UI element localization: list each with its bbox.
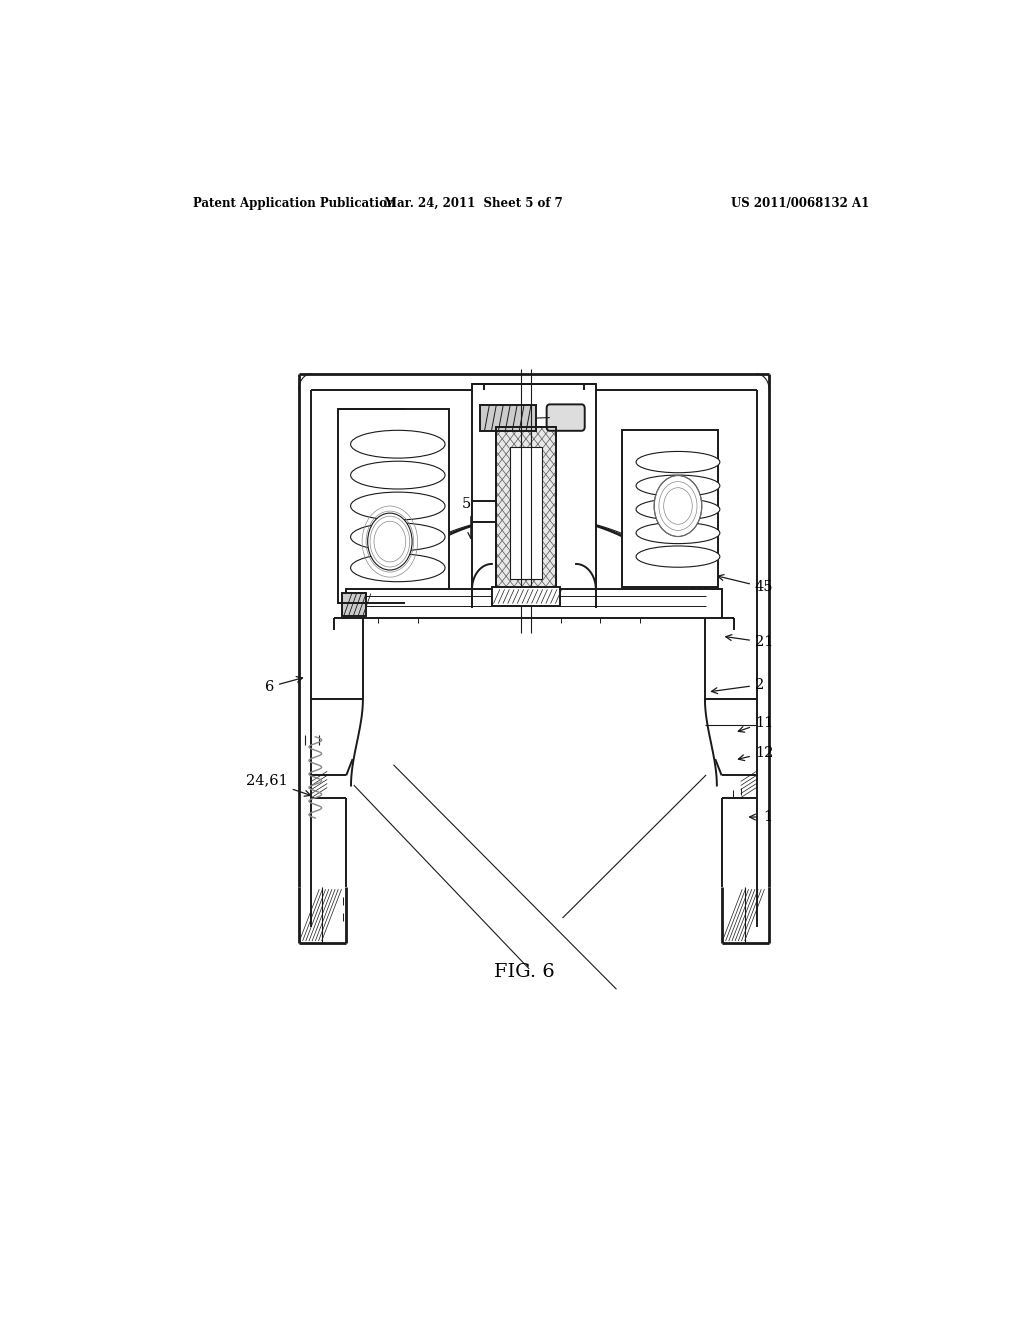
Text: 4: 4 <box>372 507 383 561</box>
Text: 6: 6 <box>264 677 302 694</box>
Ellipse shape <box>636 546 720 568</box>
Ellipse shape <box>350 523 445 550</box>
Text: 24,61: 24,61 <box>246 774 310 796</box>
Bar <box>496 426 556 599</box>
Text: 11: 11 <box>738 715 773 733</box>
Ellipse shape <box>350 554 445 582</box>
Ellipse shape <box>636 499 720 520</box>
Text: 212 , 51: 212 , 51 <box>494 416 553 503</box>
Bar <box>338 409 450 602</box>
Circle shape <box>654 475 701 536</box>
Bar <box>472 384 596 607</box>
Text: 45: 45 <box>718 574 773 594</box>
Bar <box>496 426 556 599</box>
Text: 5: 5 <box>559 417 593 511</box>
Text: 2: 2 <box>712 678 764 693</box>
Bar <box>623 430 718 587</box>
Circle shape <box>368 513 412 570</box>
Ellipse shape <box>350 492 445 520</box>
Text: 21: 21 <box>726 635 773 649</box>
Bar <box>510 447 542 579</box>
Ellipse shape <box>350 461 445 488</box>
Ellipse shape <box>350 430 445 458</box>
Text: 12: 12 <box>738 746 773 760</box>
Ellipse shape <box>636 451 720 473</box>
Ellipse shape <box>636 523 720 544</box>
Text: FIG. 6: FIG. 6 <box>495 962 555 981</box>
Bar <box>472 502 496 521</box>
Bar <box>492 587 560 606</box>
Ellipse shape <box>636 475 720 496</box>
Bar <box>342 594 367 615</box>
Text: Mar. 24, 2011  Sheet 5 of 7: Mar. 24, 2011 Sheet 5 of 7 <box>384 197 562 210</box>
FancyBboxPatch shape <box>547 404 585 430</box>
Bar <box>496 426 556 599</box>
Text: Patent Application Publication: Patent Application Publication <box>194 197 395 210</box>
Bar <box>346 589 722 618</box>
Text: 53: 53 <box>462 496 480 539</box>
Text: US 2011/0068132 A1: US 2011/0068132 A1 <box>731 197 869 210</box>
Text: 1: 1 <box>750 810 772 824</box>
Bar <box>480 405 536 430</box>
